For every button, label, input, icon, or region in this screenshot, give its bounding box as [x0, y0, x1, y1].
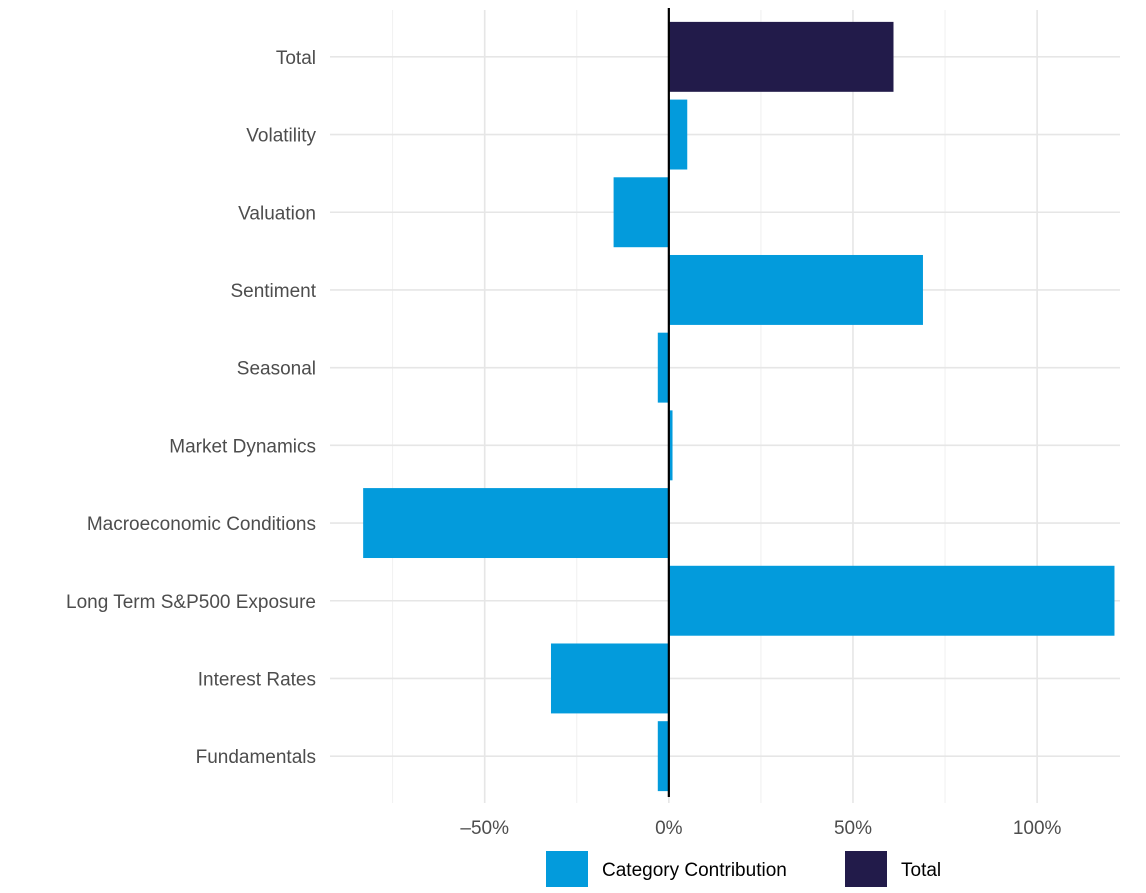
bar-long-term-s-p500-exposure — [669, 566, 1115, 636]
category-label: Valuation — [238, 203, 316, 224]
x-tick-label: 0% — [655, 818, 683, 839]
legend-swatch — [546, 851, 588, 887]
x-tick-label: 100% — [1013, 818, 1062, 839]
category-label: Interest Rates — [198, 669, 316, 690]
category-label: Volatility — [246, 126, 316, 147]
bar-fundamentals — [658, 721, 669, 791]
legend-swatch — [845, 851, 887, 887]
bar-volatility — [669, 100, 687, 170]
category-label: Seasonal — [237, 359, 316, 380]
category-label: Sentiment — [230, 281, 316, 302]
legend-label: Category Contribution — [602, 860, 787, 881]
category-label: Macroeconomic Conditions — [87, 514, 316, 535]
bar-total — [669, 22, 894, 92]
x-tick-label: 50% — [834, 818, 872, 839]
bar-seasonal — [658, 333, 669, 403]
bar-valuation — [614, 177, 669, 247]
category-label: Market Dynamics — [169, 436, 316, 457]
legend-label: Total — [901, 860, 941, 881]
category-label: Total — [276, 48, 316, 69]
bar-sentiment — [669, 255, 923, 325]
bar-interest-rates — [551, 643, 669, 713]
x-tick-label: –50% — [460, 818, 509, 839]
category-label: Fundamentals — [196, 747, 316, 768]
category-label: Long Term S&P500 Exposure — [66, 592, 316, 613]
bar-macroeconomic-conditions — [363, 488, 669, 558]
